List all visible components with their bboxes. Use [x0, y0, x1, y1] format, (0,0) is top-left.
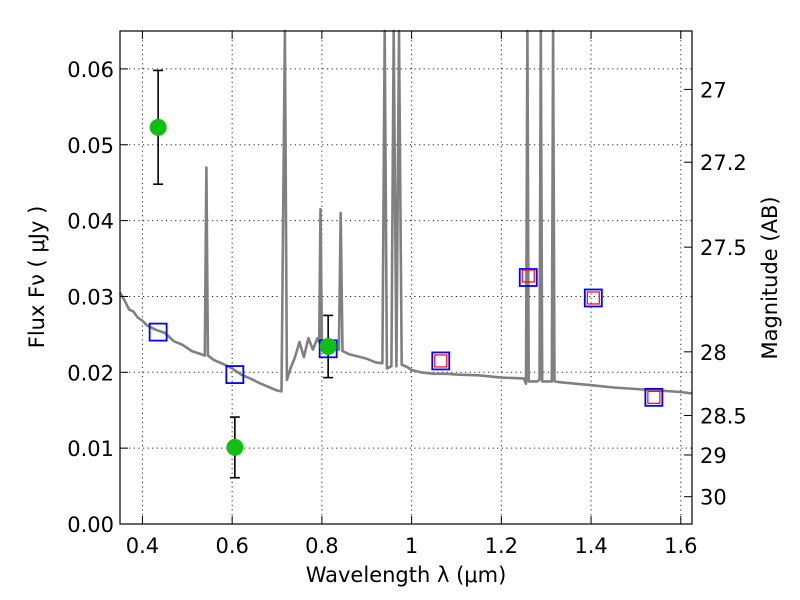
model-photometry-square [518, 268, 538, 287]
nir-marker-square [521, 269, 535, 283]
axis-ticks: 0.4 0.6 0.8 1 1.2 1.4 1.6 0.00 0.01 0.02 0.03 0.04 0… [67, 31, 747, 558]
y-tick-label: 0.00 [67, 513, 114, 537]
y-tick-label: 0.03 [67, 285, 114, 309]
x-tick-label: 1 [405, 534, 418, 558]
y2-tick-label: 27 [700, 78, 727, 102]
model-photometry-square [644, 387, 664, 407]
nir-marker-square [586, 291, 600, 305]
y-tick-label: 0.04 [67, 210, 114, 234]
nir-marker-square [647, 390, 661, 404]
x-tick-label: 1.6 [664, 534, 697, 558]
y2-tick-label: 30 [700, 486, 727, 510]
markers [148, 69, 664, 479]
y2-tick-label: 28 [700, 341, 727, 365]
plot-frame [119, 30, 693, 525]
nir-marker-square [434, 354, 448, 368]
sed-model-line [118, 29, 693, 395]
y-tick-label: 0.05 [67, 134, 114, 158]
y-tick-label: 0.02 [67, 361, 114, 385]
y2-tick-label: 27.2 [700, 151, 747, 175]
chart-plot-area [118, 29, 693, 395]
y-tick-label: 0.06 [67, 58, 114, 82]
model-photometry-square [583, 288, 603, 308]
model-photometry-square [148, 322, 168, 342]
x-axis-label: Wavelength λ (μm) [306, 563, 507, 587]
y2-tick-label: 27.5 [700, 236, 747, 260]
observed-point [319, 338, 337, 356]
x-tick-label: 1.2 [485, 534, 518, 558]
y-axis-label: Flux Fν ( μJy ) [25, 206, 49, 349]
y2-axis-label: Magnitude (AB) [758, 196, 782, 359]
x-tick-label: 1.4 [574, 534, 607, 558]
x-tick-label: 0.8 [305, 534, 338, 558]
model-photometry-square [225, 365, 245, 384]
observed-point [226, 438, 244, 456]
x-tick-label: 0.6 [215, 534, 248, 558]
y-tick-label: 0.01 [67, 437, 114, 461]
y2-tick-label: 28.5 [700, 405, 747, 429]
model-photometry-square [431, 351, 451, 371]
x-tick-label: 0.4 [126, 534, 159, 558]
y2-tick-label: 29 [700, 444, 727, 468]
grid-lines [120, 31, 692, 524]
observed-point [149, 118, 167, 136]
